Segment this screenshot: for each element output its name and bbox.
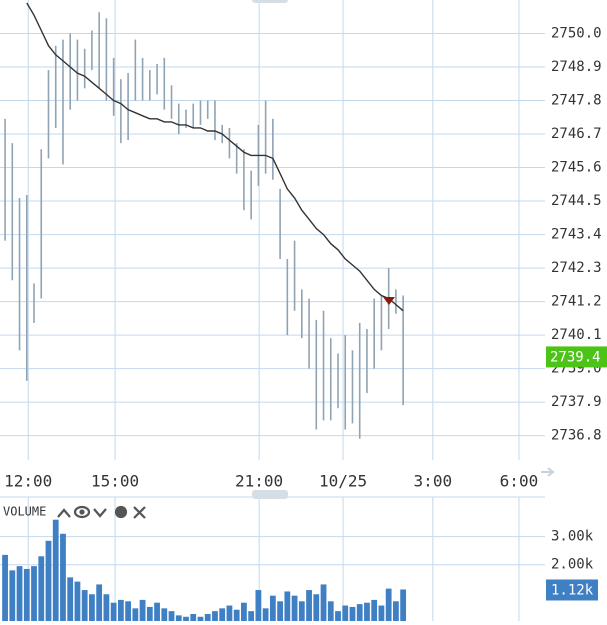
volume-bar (385, 588, 392, 621)
y-tick-label: 2.00k (551, 557, 594, 573)
volume-bar (212, 611, 218, 621)
volume-bar (16, 566, 23, 621)
volume-bar (255, 590, 262, 621)
volume-bar (233, 609, 240, 621)
volume-bar (9, 570, 16, 621)
volume-bar (89, 594, 95, 621)
volume-bar (378, 605, 385, 621)
last-volume-box (546, 579, 598, 601)
moving-average-line (26, 2, 404, 312)
x-tick-label: 6:00 (500, 472, 539, 491)
volume-bar (117, 599, 124, 621)
volume-bar (248, 611, 255, 621)
volume-bar (291, 595, 298, 621)
volume-bar (60, 533, 66, 621)
volume-bar (327, 601, 334, 621)
y-tick-label: 2736.8 (551, 428, 602, 444)
y-tick-label: 2737.9 (551, 394, 602, 410)
volume-bar (168, 611, 175, 621)
indicator-controls (57, 505, 146, 519)
marker (383, 297, 395, 305)
volume-bar (67, 577, 74, 621)
y-tick-label: 2741.2 (551, 294, 602, 310)
volume-bar (45, 540, 52, 621)
volume-bar (284, 591, 291, 621)
visibility-icon[interactable] (73, 505, 91, 519)
y-tick-label: 2746.7 (551, 126, 602, 142)
volume-bar (262, 608, 269, 621)
close-icon[interactable] (133, 506, 146, 519)
volume-bar (400, 589, 407, 621)
pane-resize-handle[interactable] (252, 490, 288, 499)
y-tick-label: 2750.0 (551, 26, 602, 42)
volume-bar (74, 581, 81, 621)
y-tick-label: 2740.1 (551, 327, 602, 343)
volume-bar (52, 519, 59, 621)
volume-bar (154, 602, 160, 621)
volume-bar (342, 605, 349, 621)
volume-bar (364, 602, 370, 621)
volume-bar (313, 594, 320, 621)
settings-icon[interactable] (114, 505, 128, 519)
volume-bar (356, 604, 363, 621)
move-up-icon[interactable] (57, 508, 71, 518)
x-tick-label: 21:00 (235, 472, 283, 491)
last-price-label: 2739.4 (550, 349, 601, 365)
volume-bar (175, 615, 182, 621)
volume-bar (161, 608, 168, 621)
volume-bar (277, 601, 283, 621)
x-tick-label: 15:00 (91, 472, 139, 491)
move-down-icon[interactable] (93, 508, 107, 518)
volume-bar (110, 602, 117, 621)
volume-bar (31, 566, 37, 621)
scroll-arrow[interactable] (541, 467, 555, 477)
volume-bar (393, 601, 399, 621)
last-volume-label: 1.12k (551, 582, 594, 598)
y-tick-label: 2742.3 (551, 260, 602, 276)
volume-bar (2, 554, 8, 621)
axes: 12:00 15:00 21:00 10/25 3:00 6:00 2750.0 2748.9… (4, 26, 607, 601)
volume-bar (335, 611, 341, 621)
volume-bar (349, 606, 356, 621)
y-tick-label: 2745.6 (551, 160, 602, 176)
last-price-box (546, 346, 607, 368)
volume-bar (139, 599, 146, 621)
volume-bar (125, 601, 132, 621)
volume-pane (0, 497, 545, 621)
volume-bar (306, 590, 312, 621)
volume-bar (183, 616, 189, 621)
volume-bar (269, 595, 276, 621)
volume-bar (226, 605, 233, 621)
volume-bar (190, 613, 197, 621)
volume-bar (38, 556, 45, 621)
volume-bar (298, 601, 305, 621)
volume-bar (23, 568, 30, 621)
volume-bar (146, 606, 153, 621)
volume-bar (241, 602, 247, 621)
y-tick-label: 2744.5 (551, 193, 602, 209)
price-pane (0, 0, 545, 460)
volume-bar (204, 613, 211, 621)
volume-bar (197, 616, 204, 621)
x-tick-label: 12:00 (4, 472, 52, 491)
x-tick-label: 10/25 (319, 472, 367, 491)
volume-bar (103, 594, 110, 621)
x-tick-label: 3:00 (414, 472, 453, 491)
y-tick-label: 2748.9 (551, 59, 602, 75)
volume-bar (132, 608, 139, 621)
volume-bar (81, 590, 88, 621)
y-tick-label: 3.00k (551, 529, 594, 545)
volume-bar (320, 584, 327, 621)
indicator-title: VOLUME (3, 505, 46, 519)
y-tick-label: 2743.4 (551, 227, 602, 243)
volume-bar (219, 608, 226, 621)
y-tick-label: 2747.8 (551, 93, 602, 109)
volume-bar (96, 584, 103, 621)
volume-bar (371, 599, 378, 621)
scroll-handle[interactable] (252, 0, 288, 3)
